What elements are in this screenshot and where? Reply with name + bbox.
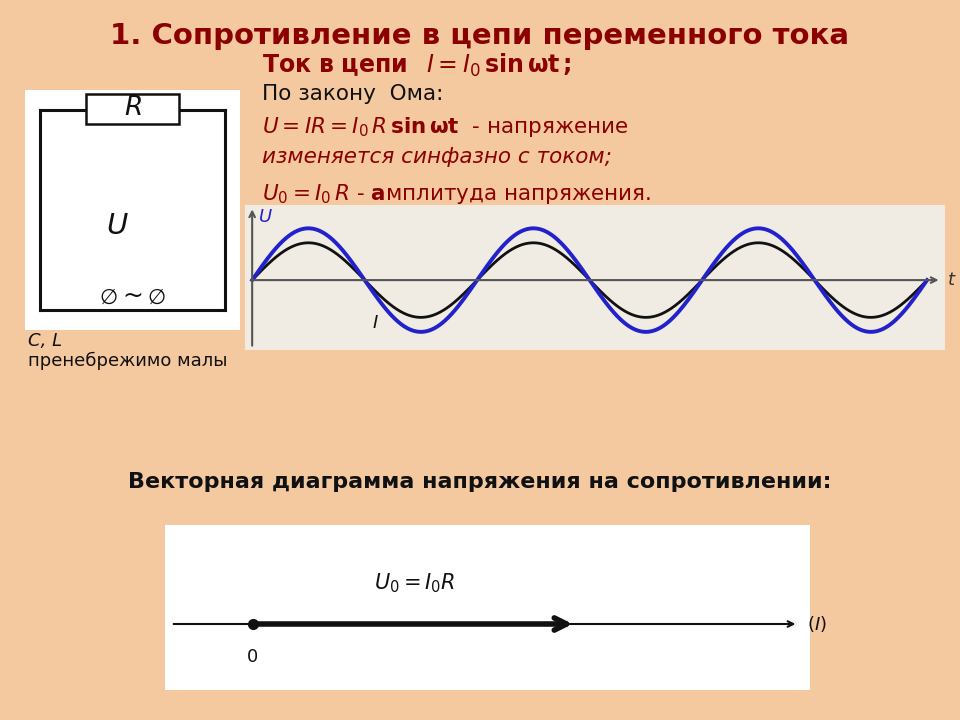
Text: изменяется синфазно с током;: изменяется синфазно с током;: [262, 147, 612, 167]
Text: $R$: $R$: [124, 95, 141, 121]
Text: $I$: $I$: [372, 314, 378, 332]
Text: Векторная диаграмма напряжения на сопротивлении:: Векторная диаграмма напряжения на сопрот…: [129, 472, 831, 492]
Text: $U$: $U$: [257, 207, 273, 225]
Text: $\bf{Ток\ в\ цепи}$$\;\;\;$$\it{I = I_0\,\bf{sin}\,\omega t\,;}$: $\bf{Ток\ в\ цепи}$$\;\;\;$$\it{I = I_0\…: [262, 52, 571, 79]
Text: $(I)$: $(I)$: [807, 614, 827, 634]
Text: $\emptyset$: $\emptyset$: [147, 288, 166, 308]
Text: $\it{U = IR = I_0\,R\,\bf{sin}\,\omega t}$  - напряжение: $\it{U = IR = I_0\,R\,\bf{sin}\,\omega t…: [262, 115, 629, 139]
Text: ~: ~: [122, 284, 143, 308]
Text: $\emptyset$: $\emptyset$: [99, 288, 118, 308]
Text: $U_0 = I_0 R$: $U_0 = I_0 R$: [373, 571, 455, 595]
Bar: [165, 525, 810, 690]
Text: пренебрежимо малы: пренебрежимо малы: [28, 352, 228, 370]
Text: По закону  Ома:: По закону Ома:: [262, 84, 444, 104]
Text: 0: 0: [248, 648, 258, 666]
Text: $U$: $U$: [107, 212, 129, 240]
Text: 1. Сопротивление в цепи переменного тока: 1. Сопротивление в цепи переменного тока: [110, 22, 850, 50]
Bar: [25, 90, 240, 330]
Bar: [86, 94, 179, 124]
Text: $\it{U_0 = I_0\,R}$ - $\bf{а}$мплитуда напряжения.: $\it{U_0 = I_0\,R}$ - $\bf{а}$мплитуда н…: [262, 182, 651, 206]
Bar: [245, 205, 945, 350]
Text: C, L: C, L: [28, 332, 62, 350]
Text: $t$: $t$: [947, 271, 956, 289]
